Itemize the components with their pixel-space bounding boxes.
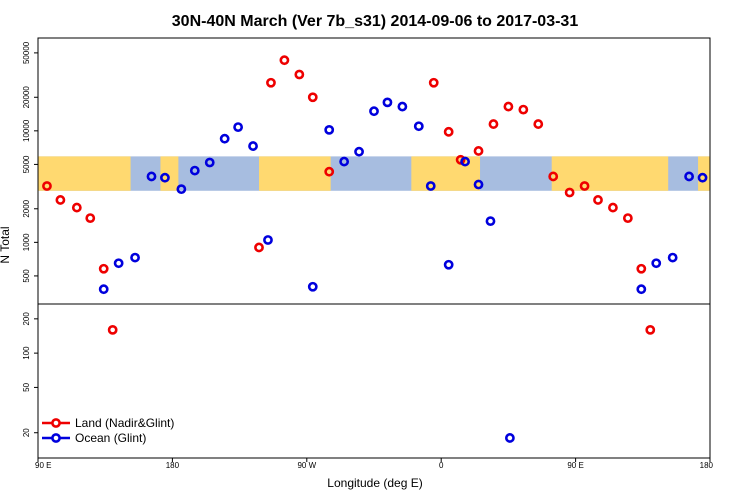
land-point — [428, 77, 439, 88]
ocean-point — [651, 258, 662, 269]
ocean-point — [382, 97, 393, 108]
ocean-point — [504, 433, 515, 443]
chart-title: 30N-40N March (Ver 7b_s31) 2014-09-06 to… — [172, 13, 579, 30]
land-point — [645, 324, 656, 335]
land-point — [636, 263, 647, 274]
y-axis-label: N Total — [0, 226, 12, 263]
x-tick-label: 90 W — [297, 461, 316, 470]
x-tick-label: 0 — [439, 461, 444, 470]
ocean-point — [113, 258, 124, 269]
land-point — [294, 69, 305, 80]
land-point — [608, 202, 618, 213]
land-point — [593, 195, 603, 205]
land-point — [42, 181, 52, 191]
land-point — [518, 104, 529, 115]
land-point — [579, 181, 590, 191]
lower_panel-y-tick-label: 200 — [22, 312, 31, 326]
axes: 5001000200050001000020000500002050100200… — [22, 37, 714, 470]
upper_panel-y-tick-label: 500 — [22, 269, 31, 283]
ocean-point — [204, 157, 215, 168]
ocean-point — [189, 165, 200, 176]
ocean-point — [324, 124, 335, 135]
ocean-point — [354, 146, 364, 157]
land-point — [307, 92, 318, 103]
land-region — [38, 156, 131, 191]
legend: Land (Nadir&Glint)Ocean (Glint) — [42, 416, 174, 445]
land-region — [551, 156, 669, 191]
lower_panel-y-tick-label: 50 — [22, 382, 31, 391]
land-point — [254, 242, 264, 253]
data-points — [42, 55, 708, 443]
land-point — [85, 213, 96, 223]
land-point — [98, 263, 109, 274]
ocean-point — [339, 156, 350, 167]
upper_panel-y-tick-label: 1000 — [22, 233, 31, 251]
ocean-point — [98, 284, 109, 295]
ocean-point — [160, 172, 170, 183]
x-axis-label: Longitude (deg E) — [327, 476, 422, 490]
legend-label: Ocean (Glint) — [75, 431, 146, 445]
upper_panel-y-tick-label: 20000 — [22, 86, 31, 109]
legend-marker — [51, 433, 61, 443]
ocean-point — [233, 122, 244, 133]
ocean-point — [248, 141, 258, 151]
land-point — [55, 195, 66, 205]
x-tick-label: 180 — [166, 461, 180, 470]
ocean-point — [684, 171, 694, 182]
ocean-point — [443, 259, 454, 270]
land-point — [107, 324, 118, 335]
ocean-point — [697, 172, 708, 183]
ocean-point — [307, 281, 318, 292]
ocean-point — [219, 133, 230, 144]
upper_panel-y-tick-label: 10000 — [22, 119, 31, 142]
ocean-point — [636, 284, 647, 295]
ocean-point — [413, 121, 424, 132]
legend-label: Land (Nadir&Glint) — [75, 416, 174, 430]
land-region — [259, 156, 331, 191]
land-point — [533, 119, 544, 129]
lower_panel-y-tick-label: 100 — [22, 346, 31, 360]
upper_panel-y-tick-label: 5000 — [22, 155, 31, 173]
lower-panel-frame — [37, 303, 711, 459]
ocean-point — [425, 181, 436, 191]
ocean-point — [130, 252, 140, 263]
x-tick-label: 90 E — [35, 461, 51, 470]
ocean-point — [667, 252, 678, 263]
x-tick-label: 180 — [700, 461, 714, 470]
ocean-point — [176, 184, 187, 195]
land-point — [564, 187, 575, 198]
ocean-point — [397, 101, 408, 112]
land-point — [71, 202, 82, 213]
ocean-point — [460, 156, 470, 167]
land-point — [324, 166, 335, 177]
upper_panel-y-tick-label: 50000 — [22, 41, 31, 64]
lower_panel-y-tick-label: 20 — [22, 428, 31, 437]
ocean-point — [263, 235, 273, 245]
land-point — [503, 101, 514, 112]
land-point — [266, 77, 276, 88]
land-point — [443, 126, 454, 137]
ocean-point — [146, 171, 157, 182]
land-point — [473, 146, 484, 156]
ocean-point — [473, 179, 484, 190]
ocean-point — [369, 106, 379, 117]
land-point — [622, 213, 633, 223]
ocean-point — [485, 216, 496, 227]
x-tick-label: 90 E — [567, 461, 583, 470]
world-map-band — [38, 156, 710, 191]
land-point — [279, 55, 290, 66]
legend-marker — [51, 418, 61, 428]
upper_panel-y-tick-label: 2000 — [22, 199, 31, 217]
land-point — [548, 171, 559, 182]
land-point — [488, 119, 499, 129]
